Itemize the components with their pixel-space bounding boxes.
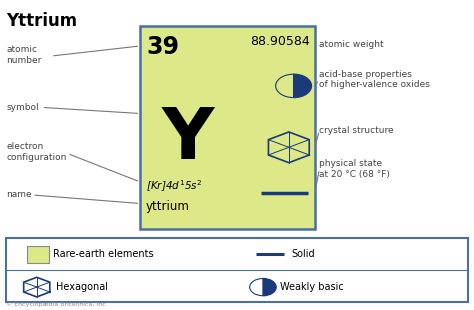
Text: 39: 39 [146,35,179,59]
Text: atomic
number: atomic number [6,46,42,65]
Text: electron
configuration: electron configuration [6,142,66,162]
Text: Yttrium: Yttrium [6,12,77,30]
Text: Solid: Solid [291,249,315,259]
Text: [Kr]4$d^1$5$s^2$: [Kr]4$d^1$5$s^2$ [146,178,202,194]
FancyBboxPatch shape [140,26,315,229]
FancyBboxPatch shape [6,238,468,303]
FancyBboxPatch shape [27,246,48,263]
Wedge shape [250,278,263,296]
Text: symbol: symbol [6,103,39,112]
Text: Y: Y [161,105,214,174]
Wedge shape [263,278,276,296]
Text: Weakly basic: Weakly basic [280,282,344,292]
Text: crystal structure: crystal structure [319,126,394,135]
Text: name: name [6,190,32,199]
Text: Rare-earth elements: Rare-earth elements [53,249,154,259]
Text: 88.90584: 88.90584 [250,35,310,48]
Text: acid-base properties
of higher-valence oxides: acid-base properties of higher-valence o… [319,70,430,89]
Text: Hexagonal: Hexagonal [55,282,108,292]
Text: physical state
at 20 °C (68 °F): physical state at 20 °C (68 °F) [319,159,390,179]
Wedge shape [276,74,293,98]
Wedge shape [293,74,311,98]
Text: yttrium: yttrium [146,200,190,213]
Text: atomic weight: atomic weight [319,40,384,49]
Text: © Encyclopædia Britannica, Inc.: © Encyclopædia Britannica, Inc. [6,301,108,307]
